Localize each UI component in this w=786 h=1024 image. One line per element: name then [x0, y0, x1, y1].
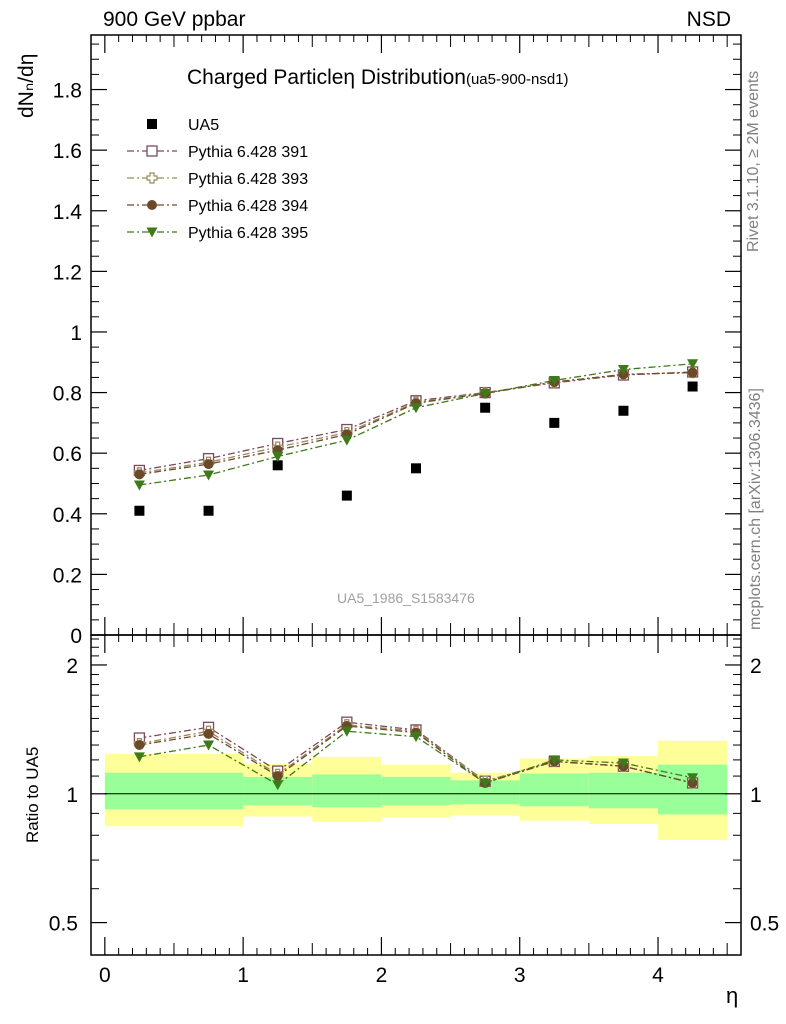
ratio-band-green — [104, 772, 244, 810]
ratio-point-p394 — [203, 728, 214, 739]
main-y-tick-label: 0.6 — [53, 443, 82, 466]
legend-marker-p395 — [146, 227, 158, 238]
main-y-tick-label: 1.6 — [53, 140, 82, 163]
legend-label-p395: Pythia 6.428 395 — [188, 225, 308, 242]
data-point-p395 — [272, 452, 284, 463]
data-point-data — [203, 505, 214, 516]
x-tick-label: 4 — [652, 964, 664, 987]
x-tick-label: 1 — [237, 964, 249, 987]
ratio-point-p395 — [687, 773, 699, 784]
ratio-y-tick-label: 2 — [66, 655, 78, 678]
ratio-y-tick-label: 0.5 — [49, 913, 78, 936]
ratio-point-p395 — [341, 726, 353, 737]
main-y-tick-label: 1 — [70, 322, 82, 345]
data-point-data — [549, 417, 560, 428]
data-point-p395 — [133, 480, 145, 491]
ratio-point-p395 — [410, 732, 422, 743]
main-y-tick-label: 1.4 — [53, 201, 83, 224]
data-point-p395 — [341, 435, 353, 446]
ratio-point-p395 — [133, 752, 145, 763]
data-point-p395 — [687, 359, 699, 370]
ratio-point-p395 — [272, 780, 284, 791]
series-line-p391 — [139, 371, 693, 472]
ratio-y-tick-label-right: 2 — [750, 655, 762, 678]
ratio-band-green — [658, 764, 728, 815]
ratio-band-green — [312, 774, 382, 808]
ratio-y-tick-label: 1 — [66, 784, 78, 807]
data-point-p395 — [410, 403, 422, 414]
legend-marker-data — [147, 119, 157, 129]
ratio-y-tick-label-right: 0.5 — [750, 913, 779, 936]
data-point-data — [272, 460, 283, 471]
data-point-p394 — [134, 469, 145, 480]
ratio-band-green — [450, 780, 520, 805]
data-point-data — [341, 490, 352, 501]
series-line-p394 — [139, 371, 693, 476]
legend-label-p391: Pythia 6.428 391 — [188, 144, 308, 161]
ratio-point-p395 — [548, 755, 560, 766]
data-point-data — [411, 463, 421, 474]
ratio-point-p394 — [272, 771, 283, 782]
rivet-version-label: Rivet 3.1.10, ≥ 2M events — [745, 70, 762, 252]
main-y-axis-label: dNₙ/dη — [15, 53, 38, 118]
main-y-tick-label: 0.2 — [53, 564, 82, 587]
x-tick-label: 0 — [99, 964, 111, 987]
x-tick-label: 3 — [514, 964, 526, 987]
data-point-p394 — [203, 459, 214, 470]
ratio-plot-frame — [90, 634, 742, 956]
process-label: NSD — [686, 8, 731, 31]
legend-label-p393: Pythia 6.428 393 — [188, 171, 308, 188]
main-y-tick-label: 1.8 — [53, 80, 82, 103]
ratio-y-tick-label-right: 1 — [750, 784, 762, 807]
chart-title-main: Charged Particleη Distribution — [187, 66, 466, 89]
ratio-point-p394 — [134, 740, 145, 751]
data-point-data — [687, 381, 698, 392]
x-tick-label: 2 — [376, 964, 388, 987]
main-y-tick-label: 1.2 — [53, 261, 82, 284]
legend-marker-p394 — [147, 200, 157, 210]
data-point-data — [480, 402, 491, 413]
ratio-point-p395 — [203, 740, 215, 751]
energy-label: 900 GeV ppbar — [103, 8, 246, 31]
series-line-p393 — [139, 371, 693, 474]
data-point-p395 — [617, 365, 629, 376]
legend-marker-p393 — [146, 172, 158, 184]
ratio-band-green — [519, 773, 589, 807]
chart-title-analysis: (ua5-900-nsd1) — [465, 71, 569, 88]
data-point-p394 — [687, 367, 698, 378]
analysis-watermark: UA5_1986_S1583476 — [337, 590, 475, 606]
data-point-data — [618, 405, 629, 416]
main-y-tick-label: 0 — [70, 625, 82, 648]
legend-marker-p391 — [146, 145, 158, 157]
legend-label-data: UA5 — [188, 117, 219, 134]
ratio-point-p395 — [479, 778, 491, 789]
data-point-data — [134, 505, 145, 516]
ratio-band-green — [588, 772, 659, 809]
main-y-tick-label: 0.4 — [53, 504, 83, 527]
data-point-p395 — [203, 470, 215, 481]
main-y-tick-label: 0.8 — [53, 383, 82, 406]
data-point-p395 — [479, 388, 491, 399]
ratio-band-green — [381, 776, 451, 806]
mcplots-label: mcplots.cern.ch [arXiv:1306.3436] — [747, 388, 764, 630]
x-axis-label: η — [726, 983, 739, 1008]
legend-label-p394: Pythia 6.428 394 — [188, 198, 308, 215]
chart-title: Charged Particleη Distribution(ua5-900-n… — [187, 66, 569, 90]
data-point-p395 — [548, 375, 560, 386]
ratio-y-axis-label: Ratio to UA5 — [23, 746, 42, 843]
ratio-point-p395 — [617, 758, 629, 769]
